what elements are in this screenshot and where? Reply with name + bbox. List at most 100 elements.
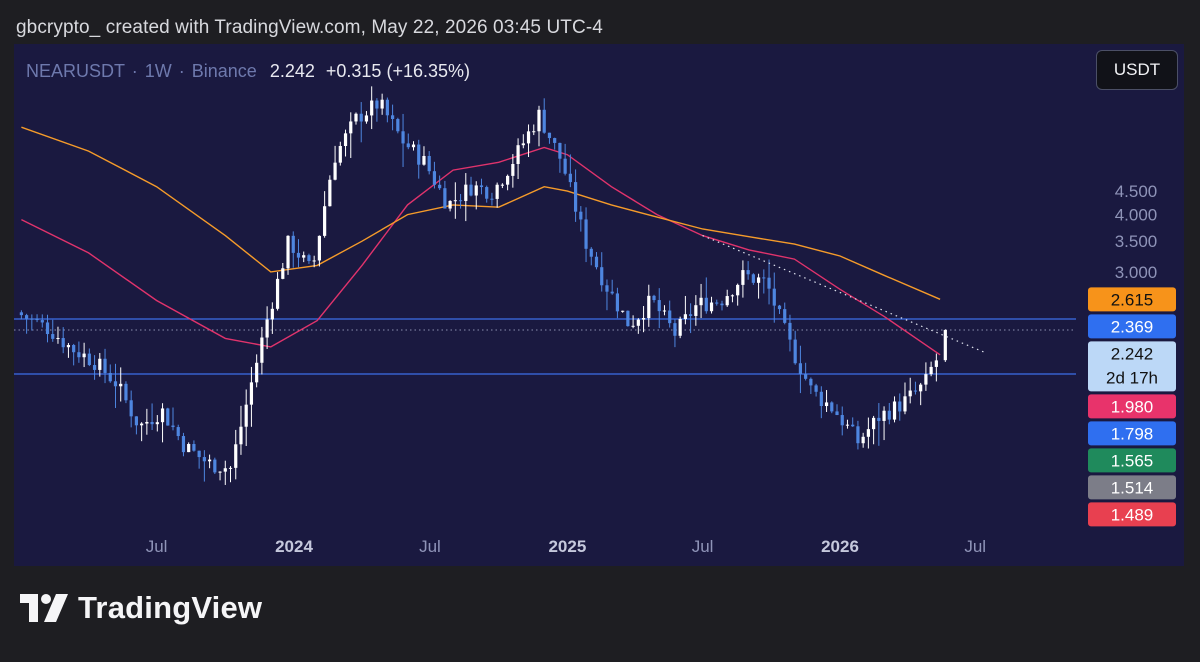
candle-body bbox=[160, 408, 165, 423]
candle-body bbox=[260, 337, 264, 363]
candle-body bbox=[103, 358, 107, 373]
price-axis-tick-label: 3.000 bbox=[1115, 263, 1158, 282]
candle-body bbox=[521, 143, 525, 146]
candle-body bbox=[213, 459, 217, 473]
candle-body bbox=[485, 187, 489, 199]
time-axis-tick-label: Jul bbox=[964, 537, 986, 556]
candle-body bbox=[558, 142, 562, 159]
candle-body bbox=[715, 302, 719, 304]
candle-body bbox=[129, 400, 133, 417]
candle-body bbox=[40, 320, 44, 323]
price-label-box bbox=[1088, 314, 1176, 339]
symbol-legend[interactable]: NEARUSDT · 1W · Binance 2.242 +0.315 (+1… bbox=[26, 61, 470, 82]
attribution-text: gbcrypto_ created with TradingView.com, … bbox=[16, 17, 603, 38]
price-axis-tick-label: 4.000 bbox=[1115, 206, 1158, 225]
candle-body bbox=[626, 310, 630, 327]
candle-body bbox=[631, 325, 635, 327]
candle-body bbox=[851, 424, 855, 427]
price-label-box bbox=[1088, 448, 1176, 473]
candle-body bbox=[662, 310, 667, 312]
candle-body bbox=[317, 235, 321, 261]
candle-body bbox=[783, 309, 787, 323]
candle-body bbox=[500, 184, 504, 186]
candle-body bbox=[176, 427, 180, 437]
candle-body bbox=[239, 426, 243, 445]
candle-body bbox=[756, 277, 761, 283]
candle-body bbox=[385, 99, 389, 116]
moving-average-layer bbox=[21, 126, 941, 356]
candle-body bbox=[584, 219, 588, 249]
candle-body bbox=[333, 162, 337, 180]
candle-body bbox=[673, 323, 677, 336]
candle-body bbox=[804, 374, 808, 379]
candle-body bbox=[929, 366, 933, 375]
hline-layer bbox=[14, 318, 1076, 375]
price-label-text: 1.489 bbox=[1111, 505, 1154, 524]
candle-body bbox=[19, 312, 23, 316]
candle-body bbox=[155, 422, 159, 425]
candle-body bbox=[30, 318, 34, 320]
price-axis-tick-label: 4.500 bbox=[1115, 182, 1158, 201]
price-label-box bbox=[1088, 421, 1176, 446]
candle-body bbox=[108, 372, 112, 382]
time-axis-tick-label: Jul bbox=[146, 537, 168, 556]
candle-body bbox=[652, 295, 656, 301]
attribution-header: gbcrypto_ created with TradingView.com, … bbox=[0, 0, 1200, 44]
price-label-text: 1.514 bbox=[1111, 478, 1154, 497]
candle-body bbox=[35, 318, 39, 321]
time-axis-tick-label: Jul bbox=[692, 537, 714, 556]
moving-average-line bbox=[21, 126, 941, 300]
candle-body bbox=[197, 450, 201, 458]
candle-body bbox=[605, 285, 609, 292]
candle-body bbox=[87, 353, 91, 366]
candle-body bbox=[406, 143, 410, 148]
candle-body bbox=[845, 424, 850, 426]
candle-body bbox=[526, 131, 531, 144]
legend-last-price: 2.242 bbox=[269, 61, 315, 81]
candle-body bbox=[908, 390, 912, 397]
price-label-box bbox=[1088, 502, 1176, 527]
candle-body bbox=[77, 352, 81, 358]
time-axis: Jul 2024 Jul 2025 Jul 2026 Jul bbox=[146, 537, 986, 556]
candle-body bbox=[490, 198, 494, 200]
candle-body bbox=[610, 291, 614, 294]
candle-body bbox=[647, 295, 651, 319]
price-label-text: 2.369 bbox=[1111, 317, 1154, 336]
candle-body bbox=[903, 396, 907, 412]
candle-body bbox=[824, 402, 829, 407]
candle-body bbox=[307, 255, 311, 262]
candle-body bbox=[98, 358, 102, 370]
moving-average-line bbox=[21, 146, 941, 356]
candle-body bbox=[641, 318, 646, 320]
candle-body bbox=[866, 429, 870, 437]
candle-body bbox=[375, 100, 379, 109]
time-axis-tick-label: 2025 bbox=[548, 537, 586, 556]
candle-body bbox=[872, 417, 876, 430]
price-label-text: 1.565 bbox=[1111, 451, 1154, 470]
candle-body bbox=[777, 305, 782, 310]
candle-body bbox=[312, 260, 316, 262]
legend-exchange: Binance bbox=[191, 61, 257, 81]
candle-body bbox=[730, 295, 735, 297]
candle-body bbox=[537, 109, 541, 132]
price-label-box bbox=[1088, 394, 1176, 419]
candle-body bbox=[861, 436, 865, 444]
candle-body bbox=[390, 115, 395, 120]
dotted-trendline bbox=[702, 235, 986, 354]
candle-body bbox=[364, 115, 369, 122]
candle-body bbox=[432, 171, 437, 185]
candle-body bbox=[380, 99, 384, 109]
candle-body bbox=[270, 308, 274, 320]
candle-body bbox=[725, 296, 729, 306]
candle-body bbox=[422, 155, 426, 165]
candle-body bbox=[636, 319, 640, 326]
candle-body bbox=[704, 297, 708, 312]
candle-body bbox=[762, 277, 766, 279]
candles-layer bbox=[19, 86, 947, 485]
currency-button[interactable]: USDT bbox=[1096, 50, 1178, 90]
candle-body bbox=[840, 415, 844, 426]
candle-body bbox=[82, 353, 86, 358]
